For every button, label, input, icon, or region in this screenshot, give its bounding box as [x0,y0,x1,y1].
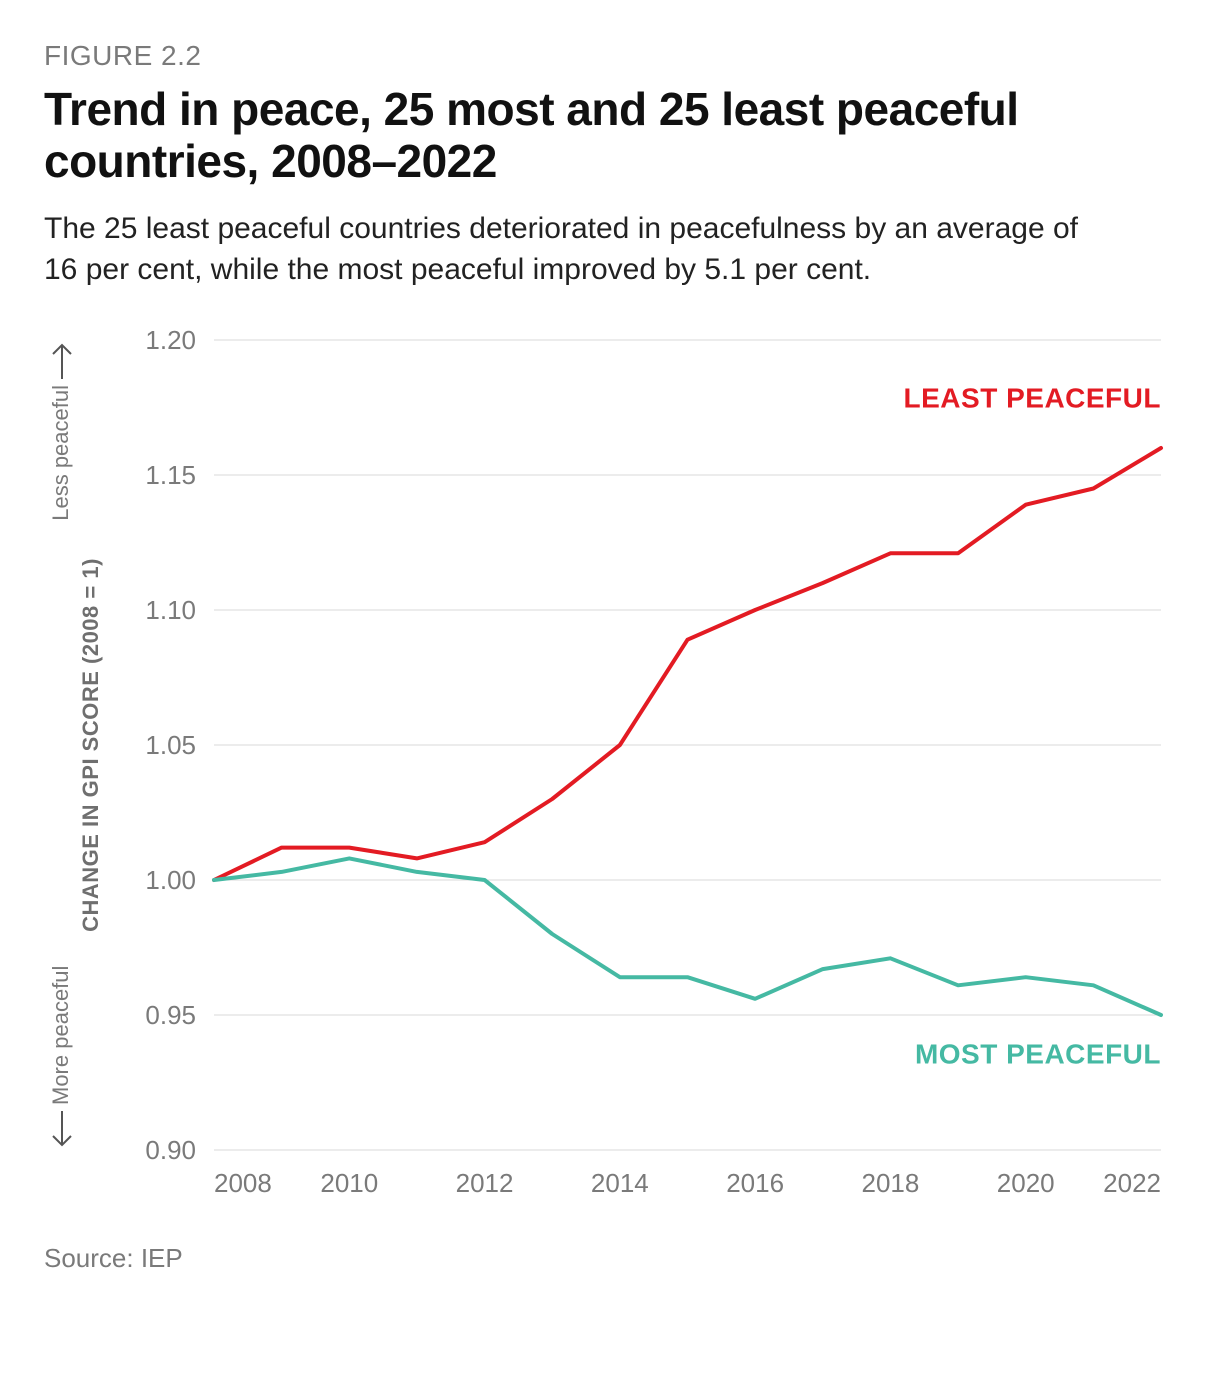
y-tick-label: 0.90 [145,1135,196,1165]
figure-label: FIGURE 2.2 [44,40,1181,72]
x-tick-label: 2010 [320,1168,378,1198]
y-direction-top-label: Less peaceful [48,385,73,521]
figure-source: Source: IEP [44,1243,1181,1274]
y-tick-label: 0.95 [145,1000,196,1030]
arrow-up-icon [53,345,71,379]
y-tick-label: 1.20 [145,325,196,355]
x-tick-label: 2018 [862,1168,920,1198]
y-tick-label: 1.15 [145,460,196,490]
series-line-least_peaceful [214,448,1161,880]
arrow-down-icon [53,1111,71,1145]
y-axis-title: CHANGE IN GPI SCORE (2008 = 1) [78,558,103,932]
figure-container: FIGURE 2.2 Trend in peace, 25 most and 2… [0,0,1225,1304]
figure-title: Trend in peace, 25 most and 25 least pea… [44,84,1181,187]
series-line-most_peaceful [214,858,1161,1015]
x-tick-label: 2008 [214,1168,272,1198]
line-chart: 0.90 0.95 1.00 1.05 1.10 1.15 1.20 2008 2010 2012… [44,320,1181,1225]
y-tick-label: 1.00 [145,865,196,895]
x-tick-label: 2020 [997,1168,1055,1198]
y-tick-label: 1.10 [145,595,196,625]
figure-subtitle: The 25 least peaceful countries deterior… [44,209,1094,290]
y-direction-bottom-label: More peaceful [48,966,73,1105]
series-label-least_peaceful: LEAST PEACEFUL [904,383,1161,414]
x-tick-label: 2016 [726,1168,784,1198]
y-tick-label: 1.05 [145,730,196,760]
x-tick-label: 2022 [1103,1168,1161,1198]
series-label-most_peaceful: MOST PEACEFUL [915,1039,1161,1070]
x-tick-label: 2012 [456,1168,514,1198]
x-tick-label: 2014 [591,1168,649,1198]
chart-svg: 0.90 0.95 1.00 1.05 1.10 1.15 1.20 2008 2010 2012… [44,320,1181,1220]
